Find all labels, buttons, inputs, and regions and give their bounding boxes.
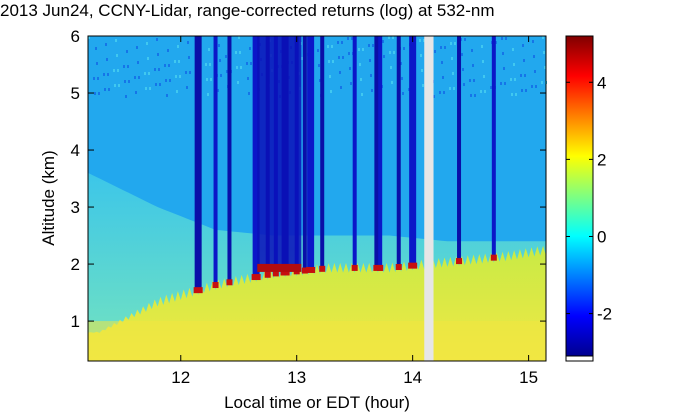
colorbar: -2 0 2 4 xyxy=(565,35,612,362)
cloud-base xyxy=(490,254,497,261)
y-tick-label: 5 xyxy=(71,84,80,103)
cloud-base xyxy=(264,271,271,278)
cloud-base xyxy=(280,269,290,276)
cloud-attenuation-column xyxy=(213,36,218,285)
cloud-base xyxy=(226,279,233,286)
cloud-base xyxy=(351,264,358,271)
cloud-base xyxy=(306,266,316,273)
cloud-block-base xyxy=(257,263,302,272)
cloud-attenuation-column xyxy=(374,36,382,267)
cloud-attenuation-column xyxy=(227,36,232,282)
x-tick-label: 12 xyxy=(171,368,190,387)
cloud-base xyxy=(377,264,384,271)
colorbar-tick-label: -2 xyxy=(597,305,612,324)
colorbar-nodata-swatch xyxy=(565,355,594,362)
colorbar-tick-label: 4 xyxy=(597,73,606,92)
cloud-attenuation-column xyxy=(396,36,401,267)
cloud-base xyxy=(395,264,402,271)
colorbar-tick-label: 2 xyxy=(597,150,606,169)
cloud-attenuation-column xyxy=(307,36,315,269)
cloud-base xyxy=(319,265,326,272)
cloud-base xyxy=(408,262,418,269)
plot-frame xyxy=(87,35,547,362)
x-tick-label: 13 xyxy=(287,368,306,387)
surface-layer xyxy=(88,321,546,361)
cloud-block xyxy=(257,36,302,267)
cloud-base xyxy=(212,282,219,289)
cloud-base xyxy=(301,267,308,274)
colorbar-tick-label: 0 xyxy=(597,227,606,246)
cloud-attenuation-column xyxy=(320,36,325,268)
chart-title: 2013 Jun24, CCNY-Lidar, range-corrected … xyxy=(0,1,495,20)
data-gap xyxy=(424,36,434,361)
x-axis-label: Local time or EDT (hour) xyxy=(224,393,410,412)
cloud-base xyxy=(456,258,463,265)
cloud-attenuation-column xyxy=(302,36,307,270)
y-tick-label: 4 xyxy=(71,141,80,160)
colorbar-gradient xyxy=(566,36,593,356)
cloud-attenuation-column xyxy=(457,36,462,261)
y-axis: 1 2 3 4 5 6 xyxy=(71,27,546,331)
heatmap-plot-area xyxy=(87,35,547,362)
y-axis-label: Altitude (km) xyxy=(39,150,58,246)
cloud-attenuation-column xyxy=(352,36,357,267)
y-tick-label: 2 xyxy=(71,255,80,274)
cloud-attenuation-column xyxy=(409,36,417,265)
residual-layer xyxy=(88,172,546,339)
cloud-attenuation-column xyxy=(194,36,202,290)
cloud-base xyxy=(251,274,261,281)
colorbar-frame xyxy=(565,35,594,362)
cloud-attenuation-column xyxy=(252,36,260,277)
y-tick-label: 3 xyxy=(71,198,80,217)
cloud-attenuation-column xyxy=(491,36,496,257)
cloud-base xyxy=(193,287,203,294)
y-tick-label: 6 xyxy=(71,27,80,46)
x-tick-label: 14 xyxy=(403,368,422,387)
x-tick-label: 15 xyxy=(519,368,538,387)
y-tick-label: 1 xyxy=(71,312,80,331)
cloud-base xyxy=(272,270,279,277)
x-axis: 12 13 14 15 xyxy=(171,36,538,387)
cloud-attenuation-column xyxy=(378,36,383,267)
